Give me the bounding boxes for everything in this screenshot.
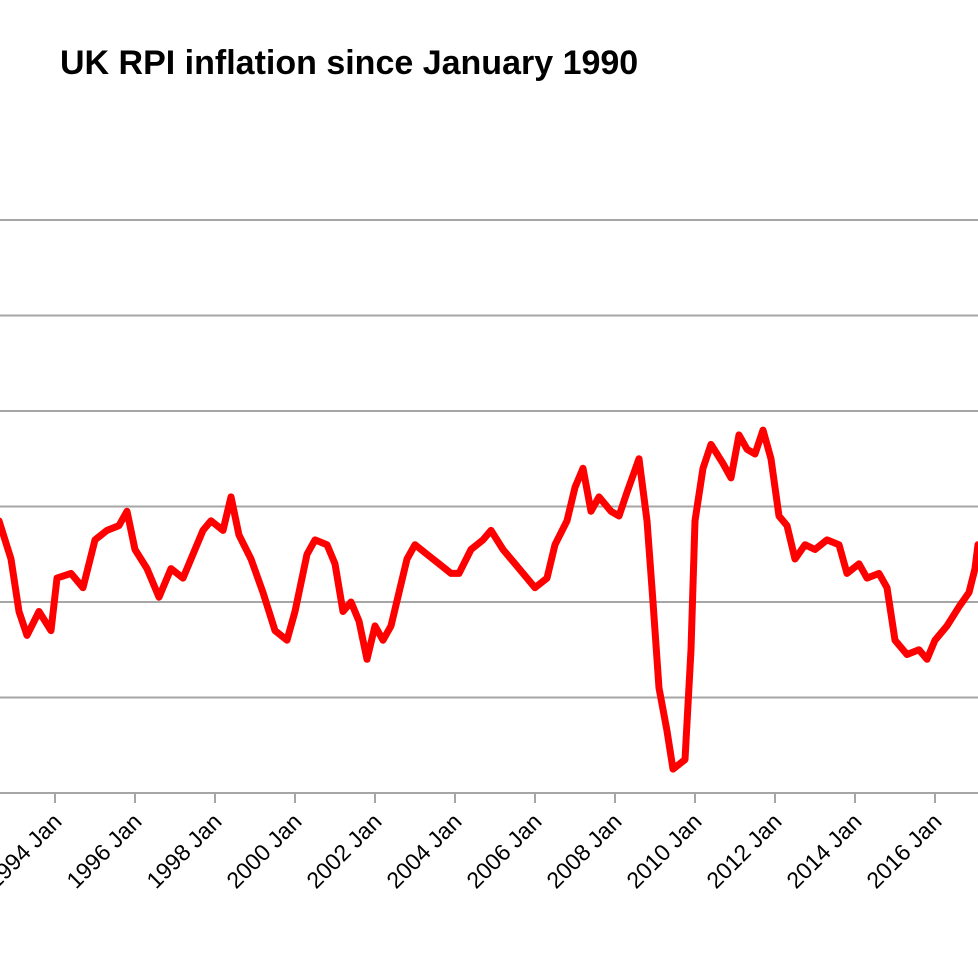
data-line — [0, 426, 978, 773]
x-tick-label: 1996 Jan — [61, 808, 146, 893]
x-tick-label: 1998 Jan — [141, 808, 226, 893]
x-tick-label: 2010 Jan — [621, 808, 706, 893]
x-tick-label: 2008 Jan — [541, 808, 626, 893]
chart-title: UK RPI inflation since January 1990 — [60, 44, 638, 82]
x-tick-label: 2000 Jan — [221, 808, 306, 893]
x-tick-label: 2004 Jan — [381, 808, 466, 893]
x-tick-label: 2006 Jan — [461, 808, 546, 893]
x-tick-label: 2016 Jan — [861, 808, 946, 893]
x-tick-label: 2012 Jan — [701, 808, 786, 893]
x-tick-label: 2002 Jan — [301, 808, 386, 893]
x-tick-label: 1994 Jan — [0, 808, 67, 893]
x-tick-label: 2014 Jan — [781, 808, 866, 893]
